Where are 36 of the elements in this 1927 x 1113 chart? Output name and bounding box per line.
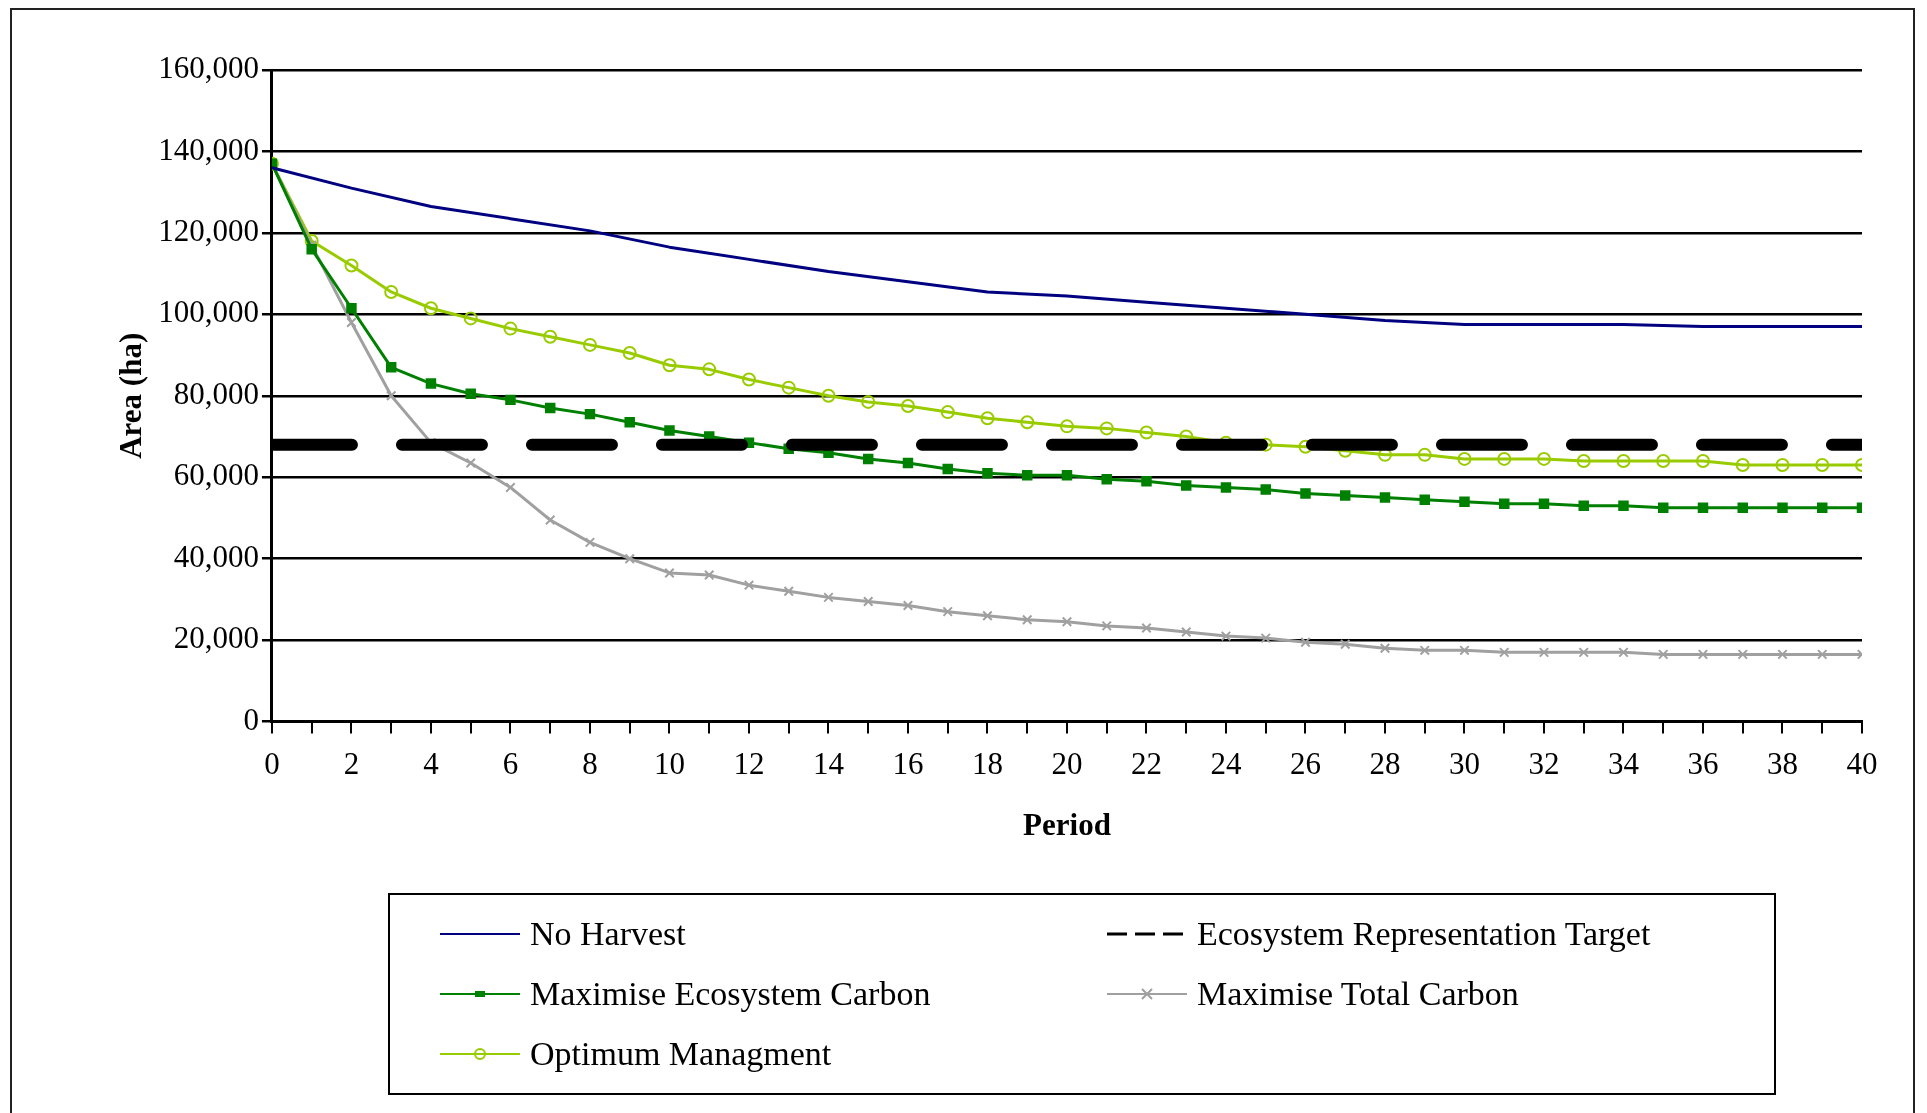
y-tick-label: 20,000 [173, 620, 259, 656]
legend-label: Optimum Managment [530, 1035, 832, 1073]
x-tick-label: 38 [1767, 746, 1798, 782]
x-tick-label: 20 [1051, 746, 1083, 782]
legend-label: Ecosystem Representation Target [1197, 915, 1651, 953]
x-tick-label: 2 [343, 746, 360, 782]
x-tick-label: 30 [1448, 746, 1480, 782]
x-axis-title: Period [1023, 807, 1111, 843]
x-tick-label: 12 [733, 746, 765, 782]
x-tick-label: 26 [1289, 746, 1321, 782]
y-tick-label: 80,000 [173, 375, 259, 411]
x-tick-label: 6 [502, 746, 519, 782]
y-tick-label: 60,000 [173, 457, 259, 493]
y-tick-label: 160,000 [158, 50, 259, 86]
x-tick-label: 24 [1210, 746, 1242, 782]
x-tick-label: 8 [582, 746, 598, 782]
y-axis-title: Area (ha) [112, 332, 148, 459]
x-tick-label: 36 [1687, 746, 1719, 782]
y-tick-label: 100,000 [158, 294, 259, 330]
legend-label: Maximise Ecosystem Carbon [530, 975, 931, 1013]
y-tick-label: 120,000 [158, 213, 259, 249]
x-tick-label: 10 [653, 746, 685, 782]
y-tick-label: 0 [243, 701, 259, 737]
x-tick-label: 14 [812, 746, 845, 782]
legend-label: No Harvest [530, 915, 686, 953]
x-tick-label: 40 [1846, 746, 1878, 782]
x-tick-label: 4 [423, 746, 440, 782]
x-tick-label: 16 [892, 746, 924, 782]
x-tick-label: 28 [1369, 746, 1401, 782]
x-tick-label: 18 [971, 746, 1003, 782]
y-tick-label: 40,000 [173, 538, 259, 574]
legend-label: Maximise Total Carbon [1197, 975, 1519, 1013]
x-tick-label: 32 [1528, 746, 1560, 782]
x-tick-label: 22 [1130, 746, 1162, 782]
x-tick-label: 34 [1607, 746, 1640, 782]
y-tick-label: 140,000 [158, 131, 259, 167]
